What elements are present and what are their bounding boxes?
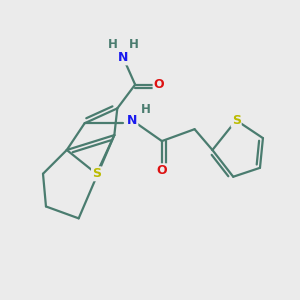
Text: H: H: [129, 38, 139, 51]
Text: H: H: [108, 38, 118, 51]
Text: N: N: [127, 114, 137, 127]
Text: H: H: [141, 103, 151, 116]
Text: S: S: [92, 167, 101, 180]
Text: O: O: [157, 164, 167, 177]
Text: N: N: [118, 51, 128, 64]
Text: S: S: [232, 114, 241, 127]
Text: O: O: [154, 78, 164, 91]
